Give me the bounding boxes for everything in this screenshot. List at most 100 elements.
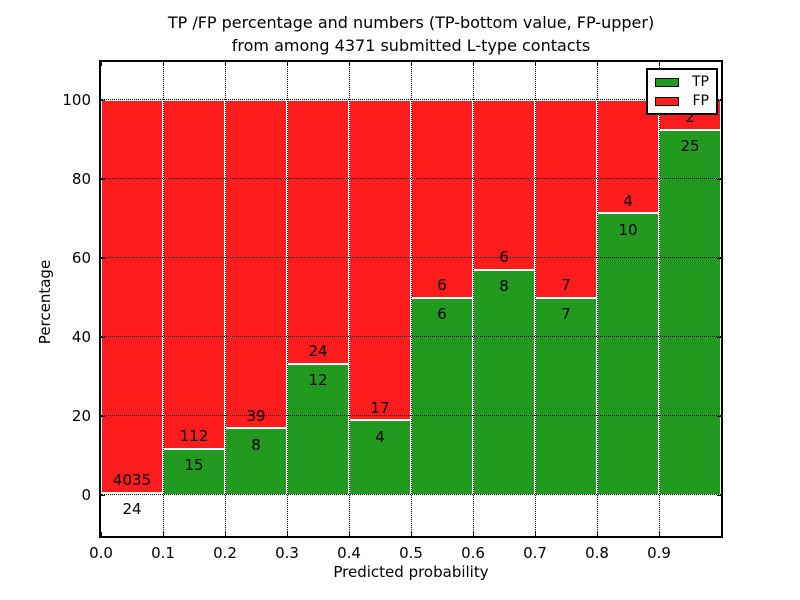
fp-count-label-4: 17 (370, 398, 390, 417)
chart-title-line1: TP /FP percentage and numbers (TP-bottom… (167, 13, 655, 32)
tick-x-top-2 (225, 62, 226, 66)
gridline-x-6 (473, 62, 474, 536)
tp-count-label-4: 4 (375, 427, 385, 446)
bar-segment-tp-7 (535, 297, 597, 496)
tick-x-top-10 (721, 62, 722, 66)
tick-x-top-3 (287, 62, 288, 66)
legend-label-tp: TP (692, 74, 709, 90)
bar-segment-fp-7 (535, 100, 597, 298)
grid-layer (101, 62, 721, 536)
x-tick-label-0.1: 0.1 (151, 544, 175, 562)
bar-segment-tp-2 (225, 428, 287, 496)
bar-segment-tp-8 (597, 213, 659, 496)
tick-x-top-7 (535, 62, 536, 66)
tick-y-right-20 (717, 416, 721, 418)
fp-count-label-7: 7 (561, 276, 571, 295)
x-tick-label-0.2: 0.2 (213, 544, 237, 562)
y-tick-label-40: 40 (71, 328, 91, 347)
x-tick-label-0.8: 0.8 (585, 544, 609, 562)
gridline-x-1 (163, 62, 164, 536)
legend-swatch-tp (655, 77, 679, 87)
tick-y-left-40 (101, 337, 105, 339)
x-axis-label: Predicted probability (333, 563, 489, 581)
gridline-x-2 (225, 62, 226, 536)
tp-count-label-0: 24 (122, 500, 142, 519)
tick-x-bottom-1 (163, 532, 164, 536)
x-tick-label-0.7: 0.7 (523, 544, 547, 562)
gridline-x-3 (287, 62, 288, 536)
fp-count-label-0: 4035 (112, 471, 152, 490)
bar-segment-fp-6 (473, 100, 535, 270)
tp-count-label-1: 15 (184, 456, 204, 475)
tp-count-label-9: 25 (680, 137, 700, 156)
bar-labels-layer: 4035 24 112 15 39 8 24 12 17 4 6 6 6 8 7 7 4 10 2 25 (101, 62, 721, 536)
chart-title: TP /FP percentage and numbers (TP-bottom… (99, 11, 723, 57)
tick-x-top-4 (349, 62, 350, 66)
tick-x-bottom-8 (597, 532, 598, 536)
legend-label-fp: FP (692, 93, 710, 109)
tick-y-right-80 (717, 179, 721, 181)
y-tick-label-60: 60 (71, 249, 91, 268)
tick-y-left-80 (101, 179, 105, 181)
bar-segment-fp-5 (411, 100, 473, 298)
fp-count-label-9: 2 (685, 108, 695, 127)
tp-count-label-7: 7 (561, 305, 571, 324)
fp-count-label-5: 6 (437, 276, 447, 295)
tick-y-left-0 (101, 495, 105, 497)
bars-layer (101, 62, 721, 536)
tick-x-bottom-9 (659, 532, 660, 536)
fp-count-label-1: 112 (179, 427, 209, 446)
bar-segment-tp-4 (349, 420, 411, 496)
tick-x-top-9 (659, 62, 660, 66)
tick-x-bottom-4 (349, 532, 350, 536)
tick-y-right-60 (717, 258, 721, 260)
tick-y-right-0 (717, 495, 721, 497)
gridline-x-8 (597, 62, 598, 536)
tick-x-bottom-0 (101, 532, 102, 536)
x-tick-label-0.0: 0.0 (89, 544, 113, 562)
fp-count-label-3: 24 (308, 342, 328, 361)
tick-y-left-20 (101, 416, 105, 418)
tick-x-bottom-10 (721, 532, 722, 536)
bar-segment-fp-0 (101, 100, 163, 493)
gridline-x-5 (411, 62, 412, 536)
fp-count-label-8: 4 (623, 191, 633, 210)
chart-title-line2: from among 4371 submitted L-type contact… (231, 36, 591, 55)
gridline-x-4 (349, 62, 350, 536)
legend-swatch-fp (655, 96, 679, 106)
x-tick-label-0.4: 0.4 (337, 544, 361, 562)
bar-segment-fp-8 (597, 100, 659, 214)
x-tick-label-0.9: 0.9 (647, 544, 671, 562)
bar-segment-fp-4 (349, 100, 411, 421)
y-tick-label-0: 0 (81, 486, 91, 505)
y-tick-label-100: 100 (62, 91, 91, 110)
gridline-x-9 (659, 62, 660, 536)
tp-count-label-2: 8 (251, 435, 261, 454)
tick-x-top-0 (101, 62, 102, 66)
fp-count-label-2: 39 (246, 406, 266, 425)
legend-item-tp: TP (655, 75, 709, 89)
gridline-x-7 (535, 62, 536, 536)
bar-segment-tp-9 (659, 129, 721, 496)
tp-count-label-8: 10 (618, 220, 638, 239)
tick-y-right-100 (717, 100, 721, 102)
legend-item-fp: FP (655, 94, 709, 108)
y-tick-label-20: 20 (71, 407, 91, 426)
tp-count-label-6: 8 (499, 277, 509, 296)
fp-count-label-6: 6 (499, 248, 509, 267)
tick-x-bottom-5 (411, 532, 412, 536)
bar-segment-tp-3 (287, 363, 349, 496)
tick-x-top-5 (411, 62, 412, 66)
bar-segment-fp-1 (163, 100, 225, 449)
tick-y-right-40 (717, 337, 721, 339)
tick-x-bottom-7 (535, 532, 536, 536)
tick-x-bottom-2 (225, 532, 226, 536)
bar-segment-fp-3 (287, 100, 349, 364)
tick-x-top-8 (597, 62, 598, 66)
tick-x-bottom-3 (287, 532, 288, 536)
y-tick-label-80: 80 (71, 170, 91, 189)
tp-count-label-5: 6 (437, 305, 447, 324)
axis-ticks-layer (101, 62, 722, 536)
plot-area: 4035 24 112 15 39 8 24 12 17 4 6 6 6 8 7 7 4 10 2 25 TP FP (99, 60, 723, 538)
